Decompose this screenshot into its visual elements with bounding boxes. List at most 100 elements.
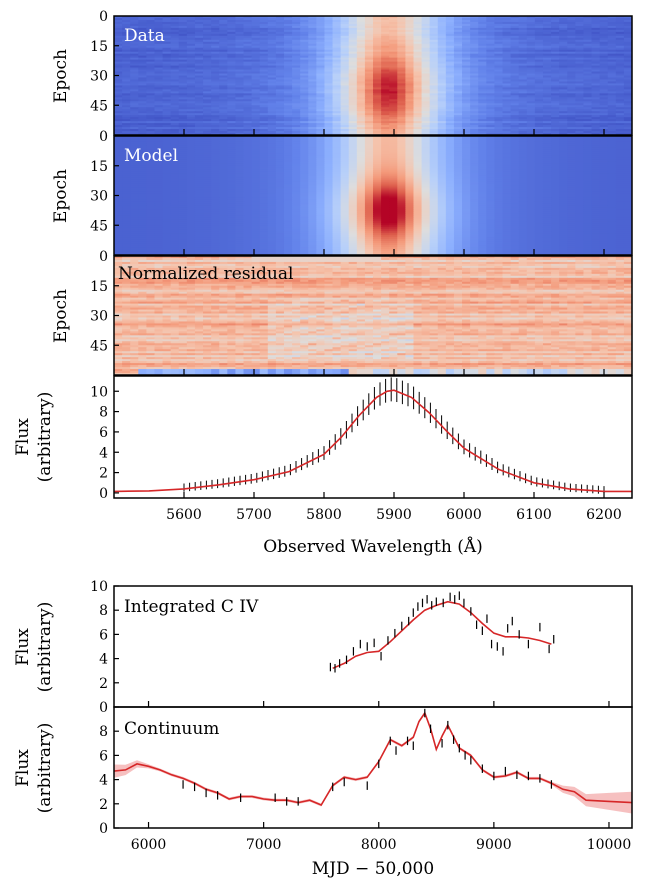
heatmap-data-cell [453,97,463,100]
heatmap-model-cell [364,165,374,169]
heatmap-data-cell [534,101,544,104]
heatmap-data-cell [154,67,164,71]
heatmap-data-cell [510,71,520,75]
heatmap-data-cell [397,79,406,83]
heatmap-model-cell [623,163,632,167]
heatmap-data-cell [623,69,632,73]
heatmap-data-cell [437,123,447,126]
heatmap-data-cell [567,37,576,41]
heatmap-data-cell [194,119,204,122]
heatmap-data-cell [599,89,609,92]
heatmap-data-cell [413,33,423,37]
heatmap-model-cell [623,161,632,165]
heatmap-data-cell [114,97,123,100]
heatmap-data-cell [478,103,487,106]
heatmap-data-cell [332,63,342,67]
heatmap-data-cell [429,39,439,43]
heatmap-model-cell [194,159,204,163]
heatmap-data-cell [526,85,536,88]
heatmap-model-cell [583,143,593,147]
heatmap-model-cell [170,163,180,167]
heatmap-data-cell [526,131,536,134]
heatmap-data-cell [478,133,487,135]
heatmap-data-cell [583,67,593,71]
heatmap-model-cell [470,155,479,159]
heatmap-data-cell [267,16,277,19]
heatmap-model-cell [486,136,495,139]
heatmap-data-cell [518,37,528,41]
heatmap-data-cell [397,43,406,47]
heatmap-data-cell [583,39,593,43]
heatmap-data-cell [219,19,228,23]
heatmap-data-cell [373,127,382,130]
heatmap-model-cell [283,157,293,161]
heatmap-data-cell [364,81,374,85]
heatmap-model-cell [623,137,632,141]
heatmap-data-cell [227,47,236,51]
heatmap-model-cell [575,153,585,157]
heatmap-data-cell [275,117,285,120]
heatmap-data-cell [518,95,528,98]
heatmap-data-cell [615,27,625,31]
heatmap-data-cell [146,97,156,100]
heatmap-data-cell [413,81,423,85]
heatmap-data-cell [364,75,374,79]
heatmap-model-cell [114,136,123,139]
heatmap-model-cell [381,153,390,157]
heatmap-data-cell [259,73,269,77]
heatmap-data-cell [510,121,520,124]
heatmap-data-cell [389,125,398,128]
heatmap-data-cell [324,31,334,35]
heatmap-data-cell [267,61,277,65]
heatmap-data-cell [389,65,398,69]
heatmap-data-cell [178,75,188,79]
heatmap-data-cell [502,16,512,19]
heatmap-data-cell [623,89,632,92]
heatmap-data-cell [405,65,415,69]
heatmap-data-cell [324,16,334,19]
heatmap-model-cell [381,143,390,147]
heatmap-model-cell [227,145,236,149]
heatmap-model-cell [599,149,609,153]
heatmap-data-cell [275,111,285,114]
heatmap-model-cell [583,149,593,153]
heatmap-data-cell [122,67,131,71]
heatmap-data-cell [518,21,528,25]
heatmap-data-cell [437,61,447,65]
heatmap-data-cell [421,129,431,132]
heatmap-data-cell [348,65,358,69]
heatmap-data-cell [559,107,568,110]
heatmap-data-cell [170,85,180,88]
heatmap-data-cell [211,25,220,29]
heatmap-data-cell [316,19,326,23]
heatmap-data-cell [178,37,188,41]
heatmap-data-cell [300,45,309,49]
heatmap-data-cell [162,35,172,39]
heatmap-data-cell [356,105,366,108]
heatmap-model-cell [275,141,285,145]
heatmap-data-cell [591,91,601,94]
heatmap-model-cell [599,159,609,163]
heatmap-data-cell [211,99,220,102]
heatmap-data-cell [397,127,406,130]
heatmap-data-cell [364,127,374,130]
heatmap-data-cell [486,131,495,134]
heatmap-model-cell [300,163,309,167]
heatmap-data-cell [170,57,180,61]
heatmap-data-cell [591,129,601,132]
heatmap-model-cell [130,141,139,145]
heatmap-data-cell [478,127,487,130]
heatmap-model-cell [502,139,512,143]
heatmap-data-cell [526,49,536,53]
heatmap-data-cell [211,101,220,104]
heatmap-model-cell [356,153,366,157]
heatmap-data-cell [599,73,609,77]
heatmap-data-cell [243,109,253,112]
heatmap-data-cell [623,81,632,85]
heatmap-data-cell [114,79,123,83]
heatmap-data-cell [623,33,632,37]
heatmap-model-cell [389,157,398,161]
heatmap-data-cell [211,93,220,96]
heatmap-data-cell [413,67,423,71]
heatmap-data-cell [510,93,520,96]
